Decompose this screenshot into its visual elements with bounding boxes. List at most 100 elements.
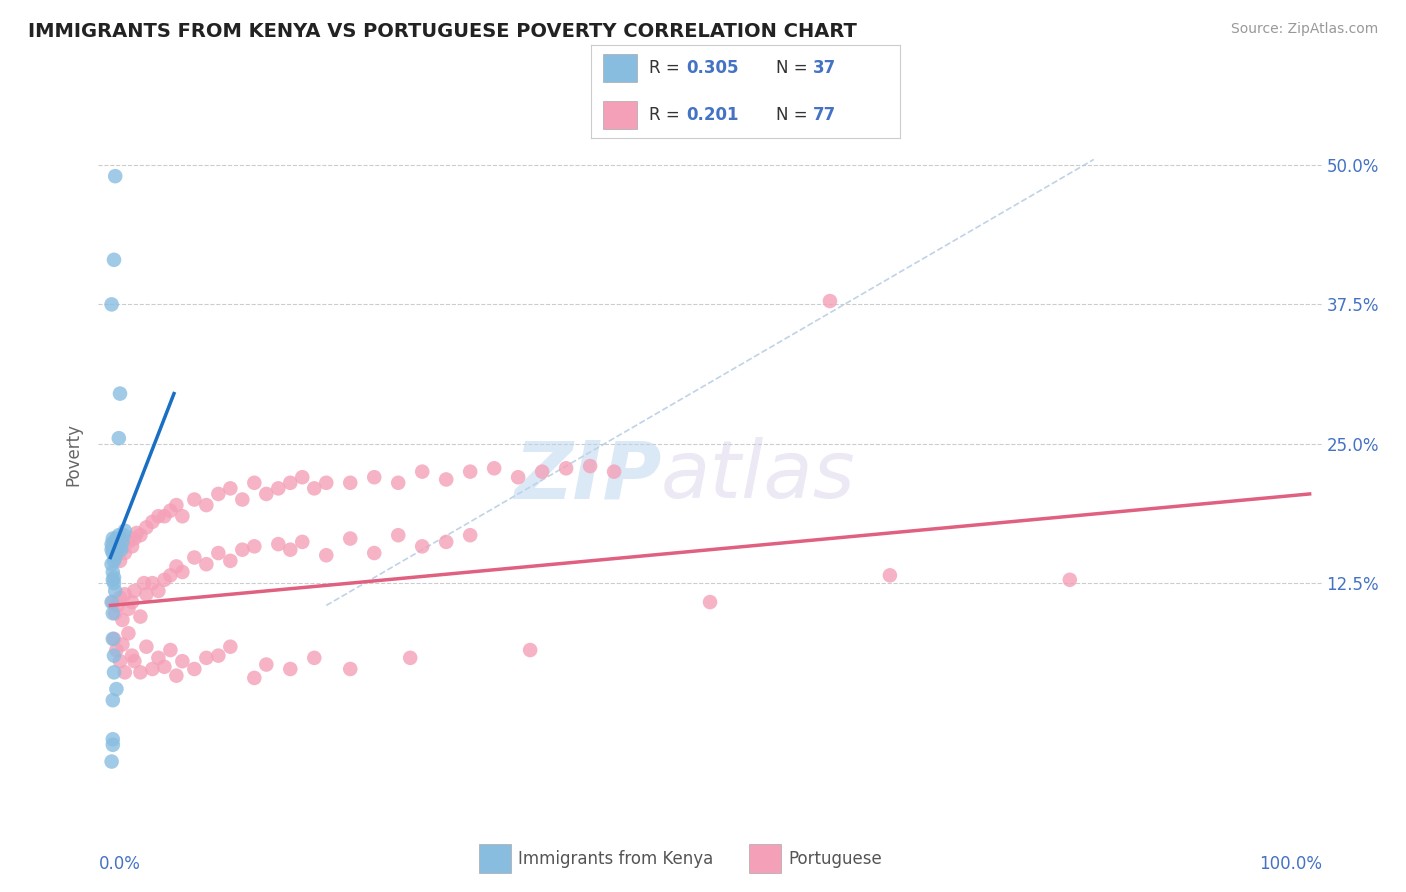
- Point: [105, 542, 128, 557]
- Point: [434, 473, 457, 487]
- Point: [121, 648, 143, 663]
- Point: [125, 525, 148, 540]
- Point: [121, 595, 143, 609]
- Point: [555, 461, 578, 475]
- Point: [101, 732, 124, 747]
- Point: [159, 643, 181, 657]
- Point: [339, 532, 361, 546]
- Point: [141, 515, 163, 529]
- Point: [103, 648, 125, 663]
- Point: [172, 509, 194, 524]
- Point: [231, 542, 253, 557]
- Point: [399, 651, 422, 665]
- Point: [105, 643, 128, 657]
- Point: [304, 651, 326, 665]
- Point: [132, 576, 155, 591]
- Point: [110, 542, 132, 557]
- Text: 0.201: 0.201: [686, 106, 740, 124]
- Point: [291, 470, 314, 484]
- Point: [105, 539, 128, 553]
- Point: [387, 528, 409, 542]
- Text: 0.0%: 0.0%: [98, 855, 141, 872]
- Point: [699, 595, 721, 609]
- Bar: [749, 844, 782, 873]
- Text: Source: ZipAtlas.com: Source: ZipAtlas.com: [1230, 22, 1378, 37]
- Point: [108, 539, 131, 553]
- Point: [411, 539, 433, 553]
- Text: R =: R =: [650, 59, 685, 77]
- Text: 37: 37: [813, 59, 837, 77]
- Point: [315, 548, 337, 563]
- Point: [135, 640, 157, 654]
- Point: [243, 539, 266, 553]
- Point: [254, 657, 277, 672]
- Point: [291, 534, 314, 549]
- Point: [108, 431, 131, 445]
- Point: [129, 609, 152, 624]
- Point: [103, 542, 125, 557]
- Point: [103, 665, 125, 680]
- Point: [1059, 573, 1081, 587]
- Point: [104, 607, 127, 621]
- Point: [108, 654, 131, 668]
- Point: [207, 487, 229, 501]
- Point: [108, 591, 131, 605]
- Point: [101, 632, 124, 646]
- Point: [101, 539, 124, 553]
- Point: [104, 548, 127, 563]
- Point: [195, 651, 218, 665]
- Point: [141, 576, 163, 591]
- Point: [482, 461, 505, 475]
- Point: [100, 755, 122, 769]
- Text: R =: R =: [650, 106, 685, 124]
- Point: [111, 534, 134, 549]
- Text: N =: N =: [776, 106, 813, 124]
- Point: [254, 487, 277, 501]
- Point: [103, 571, 125, 585]
- Point: [103, 576, 125, 591]
- Point: [165, 559, 187, 574]
- Point: [172, 654, 194, 668]
- Point: [153, 660, 176, 674]
- Point: [434, 534, 457, 549]
- Point: [103, 252, 125, 267]
- Point: [105, 681, 128, 696]
- Point: [387, 475, 409, 490]
- Point: [100, 537, 122, 551]
- Point: [124, 583, 146, 598]
- Bar: [603, 101, 637, 129]
- Y-axis label: Poverty: Poverty: [65, 424, 83, 486]
- Point: [114, 524, 136, 538]
- Point: [219, 554, 242, 568]
- Point: [100, 595, 122, 609]
- Point: [508, 470, 530, 484]
- Point: [458, 465, 481, 479]
- Text: atlas: atlas: [661, 437, 856, 516]
- Point: [108, 386, 131, 401]
- Point: [148, 509, 170, 524]
- Text: Portuguese: Portuguese: [789, 849, 883, 868]
- Point: [603, 465, 626, 479]
- Point: [101, 595, 124, 609]
- Point: [195, 498, 218, 512]
- Point: [153, 509, 176, 524]
- Text: 100.0%: 100.0%: [1258, 855, 1322, 872]
- Point: [100, 542, 122, 557]
- Point: [195, 557, 218, 572]
- Text: Immigrants from Kenya: Immigrants from Kenya: [517, 849, 713, 868]
- Point: [117, 534, 139, 549]
- Point: [105, 534, 128, 549]
- Text: ZIP: ZIP: [513, 437, 661, 516]
- Point: [124, 532, 146, 546]
- Point: [363, 470, 385, 484]
- Point: [117, 626, 139, 640]
- Point: [104, 169, 127, 184]
- Point: [121, 539, 143, 553]
- Point: [107, 599, 129, 613]
- Point: [159, 568, 181, 582]
- Point: [114, 665, 136, 680]
- Point: [135, 587, 157, 601]
- Point: [231, 492, 253, 507]
- Point: [107, 542, 129, 557]
- Point: [103, 632, 125, 646]
